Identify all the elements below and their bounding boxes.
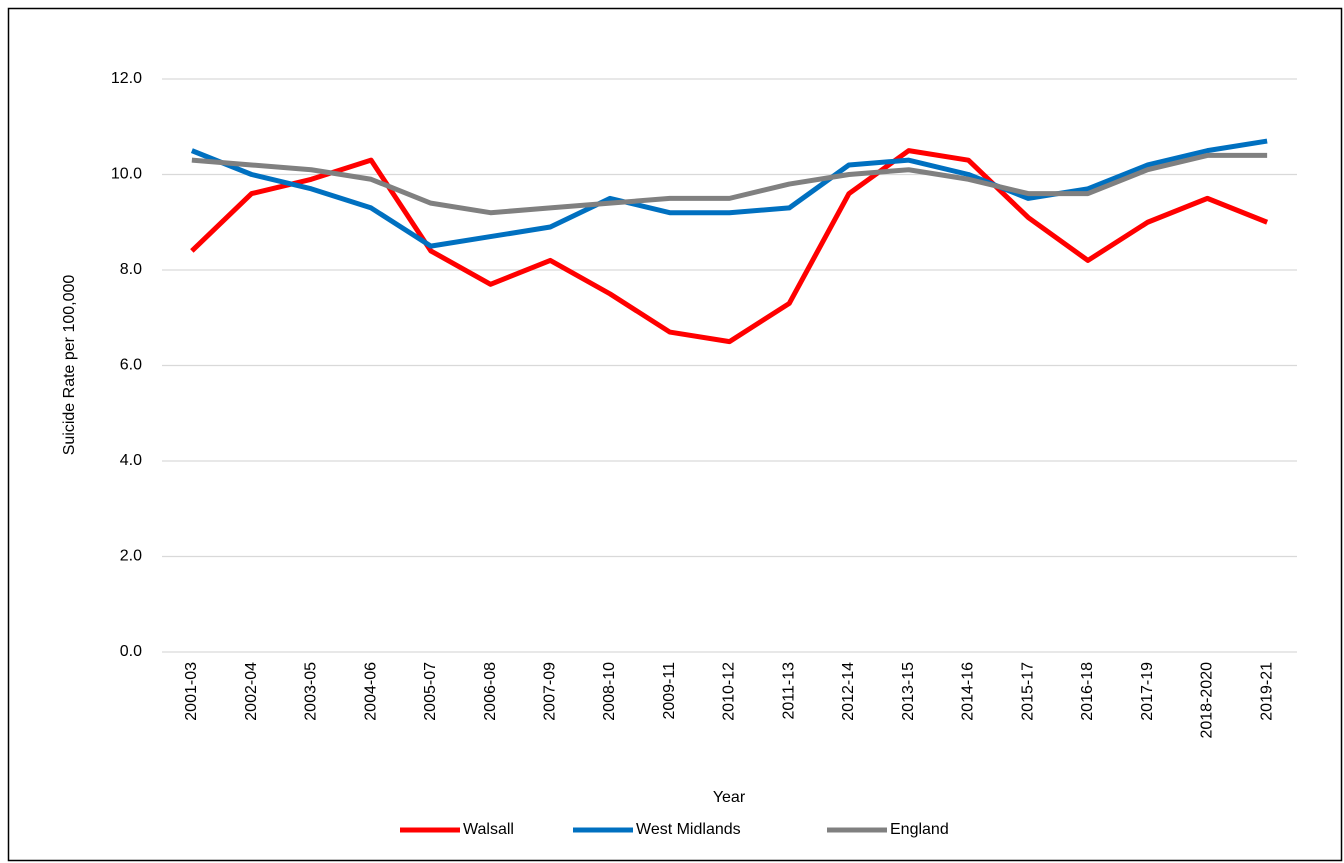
x-tick-label: 2013-15: [900, 662, 917, 721]
x-axis-title: Year: [713, 789, 746, 806]
y-tick-label: 12.0: [111, 70, 142, 87]
legend-label: Walsall: [463, 821, 514, 838]
x-tick-label: 2007-09: [542, 662, 559, 721]
x-tick-label: 2005-07: [422, 662, 439, 721]
x-tick-label: 2011-13: [780, 662, 797, 720]
x-tick-label: 2009-11: [661, 662, 678, 720]
x-tick-label: 2006-08: [482, 662, 499, 721]
x-tick-label: 2016-18: [1079, 662, 1096, 721]
y-tick-label: 10.0: [111, 166, 142, 183]
x-tick-label: 2001-03: [183, 662, 200, 721]
x-tick-label: 2012-14: [840, 662, 857, 721]
y-tick-label: 6.0: [120, 357, 142, 374]
x-tick-label: 2002-04: [243, 662, 260, 721]
data-line: [190, 138, 1268, 249]
y-tick-label: 8.0: [120, 261, 142, 278]
chart-frame: [7, 7, 1343, 862]
x-tick-label: 2014-16: [960, 662, 977, 721]
x-tick-label: 2018-2020: [1199, 662, 1216, 739]
y-tick-label: 2.0: [120, 548, 142, 565]
y-tick-label: 4.0: [120, 452, 142, 469]
y-tick-label: 0.0: [120, 643, 142, 660]
legend-label: West Midlands: [636, 821, 741, 838]
x-tick-label: 2003-05: [303, 662, 320, 721]
x-tick-label: 2008-10: [601, 662, 618, 721]
y-axis-title: Suicide Rate per 100,000: [61, 275, 78, 456]
x-tick-label: 2010-12: [721, 662, 738, 721]
data-line: [191, 152, 1268, 216]
x-tick-label: 2004-06: [362, 662, 379, 721]
x-tick-label: 2015-17: [1019, 662, 1036, 721]
x-tick-label: 2017-19: [1139, 662, 1156, 721]
legend-label: England: [890, 821, 949, 838]
data-line: [190, 148, 1269, 345]
x-tick-label: 2019-21: [1258, 662, 1275, 721]
